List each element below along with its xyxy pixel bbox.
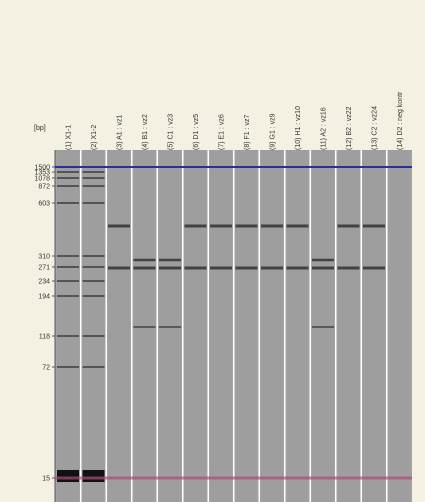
band bbox=[312, 259, 334, 262]
band bbox=[159, 326, 181, 328]
lane bbox=[134, 150, 156, 502]
lane bbox=[185, 150, 207, 502]
band bbox=[236, 267, 258, 270]
band bbox=[83, 177, 105, 179]
band bbox=[185, 225, 207, 228]
lane-label: (6) D1 : vz5 bbox=[193, 114, 200, 150]
size-label: 310 bbox=[38, 254, 50, 261]
size-label: 118 bbox=[39, 334, 50, 341]
lane-label: (5) C1 : vz3 bbox=[168, 114, 175, 150]
band bbox=[134, 259, 156, 262]
size-label: 603 bbox=[38, 201, 50, 208]
band bbox=[83, 255, 105, 257]
size-label: 1078 bbox=[34, 176, 50, 183]
lane-label: (14) D2 : neg kontr bbox=[397, 91, 404, 150]
band bbox=[83, 470, 105, 482]
band bbox=[185, 267, 207, 270]
band bbox=[83, 202, 105, 204]
lane-label: (7) E1 : vz6 bbox=[219, 114, 226, 150]
lane bbox=[338, 150, 360, 502]
band bbox=[210, 267, 232, 270]
band bbox=[363, 267, 385, 270]
size-label: 872 bbox=[38, 184, 50, 191]
band bbox=[312, 326, 334, 328]
band bbox=[159, 267, 181, 270]
lane bbox=[108, 150, 130, 502]
size-label: 72 bbox=[42, 365, 50, 372]
band bbox=[83, 171, 105, 173]
band bbox=[134, 267, 156, 270]
band bbox=[57, 335, 79, 337]
band bbox=[83, 335, 105, 337]
lane-label: (12) B2 : vz22 bbox=[346, 106, 353, 150]
band bbox=[338, 267, 360, 270]
size-label: 15 bbox=[42, 476, 50, 483]
lane-label: (1) X1-1 bbox=[66, 125, 73, 150]
lane-label: (3) A1 : vz1 bbox=[117, 114, 124, 150]
band bbox=[83, 295, 105, 297]
band bbox=[57, 177, 79, 179]
band bbox=[57, 266, 79, 268]
band bbox=[57, 171, 79, 173]
lane-label: (10) H1 : vz10 bbox=[295, 106, 302, 150]
axis-label: [bp] bbox=[34, 125, 46, 132]
band bbox=[57, 470, 79, 482]
band bbox=[108, 267, 130, 270]
lane-label: (8) F1 : vz7 bbox=[244, 114, 251, 150]
size-label: 234 bbox=[38, 279, 50, 286]
band bbox=[159, 259, 181, 262]
band bbox=[83, 185, 105, 187]
band bbox=[57, 366, 79, 368]
lane bbox=[236, 150, 258, 502]
band bbox=[261, 267, 283, 270]
lane-label: (4) B1 : vz2 bbox=[142, 114, 149, 150]
band bbox=[83, 366, 105, 368]
lane bbox=[389, 150, 411, 502]
band bbox=[338, 225, 360, 228]
band bbox=[210, 225, 232, 228]
lane bbox=[312, 150, 334, 502]
band bbox=[57, 185, 79, 187]
band bbox=[57, 202, 79, 204]
band bbox=[108, 225, 130, 228]
band bbox=[261, 225, 283, 228]
lane bbox=[159, 150, 181, 502]
lane bbox=[210, 150, 232, 502]
lane-label: (11) A2 : vz16 bbox=[321, 107, 328, 150]
band bbox=[83, 280, 105, 282]
band bbox=[134, 326, 156, 328]
lane bbox=[363, 150, 385, 502]
band bbox=[57, 295, 79, 297]
gel-view: [bp] 15001353107887260331027123419411872… bbox=[0, 0, 425, 502]
lane-label: (9) G1 : vz9 bbox=[270, 113, 277, 150]
band bbox=[363, 225, 385, 228]
band bbox=[287, 225, 309, 228]
lane-label: (13) C2 : vz24 bbox=[372, 106, 379, 150]
band bbox=[312, 267, 334, 270]
band bbox=[287, 267, 309, 270]
lane bbox=[261, 150, 283, 502]
lane bbox=[287, 150, 309, 502]
band bbox=[83, 266, 105, 268]
size-label: 194 bbox=[38, 294, 50, 301]
lane-label: (2) X1-2 bbox=[91, 125, 98, 150]
band bbox=[57, 280, 79, 282]
band bbox=[236, 225, 258, 228]
size-label: 271 bbox=[38, 265, 50, 272]
band bbox=[57, 255, 79, 257]
